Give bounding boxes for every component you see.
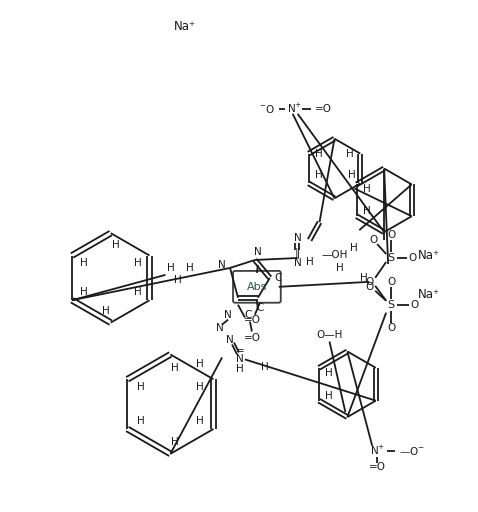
Text: O: O [387, 277, 395, 287]
FancyBboxPatch shape [233, 271, 281, 303]
Text: H: H [196, 416, 204, 426]
Text: —OH: —OH [322, 250, 348, 260]
Text: Na⁺: Na⁺ [418, 288, 440, 301]
Text: C: C [256, 303, 263, 313]
Text: N: N [218, 260, 226, 270]
Text: H: H [315, 170, 323, 180]
Text: O—H: O—H [316, 330, 343, 339]
Text: Abs: Abs [247, 282, 267, 292]
Text: N: N [236, 354, 244, 365]
Text: N: N [294, 233, 302, 243]
Text: H: H [112, 240, 120, 250]
Text: S: S [388, 253, 395, 263]
Text: N: N [224, 310, 232, 319]
Text: O: O [365, 282, 373, 292]
Text: H: H [325, 368, 333, 378]
Text: O: O [411, 300, 419, 310]
Text: H: H [347, 148, 354, 159]
Text: S: S [388, 300, 395, 310]
Text: N: N [216, 323, 224, 333]
Text: H: H [348, 170, 356, 180]
Text: N$^{+}$: N$^{+}$ [369, 444, 385, 457]
Text: H: H [172, 364, 179, 373]
Text: $^{-}$O: $^{-}$O [259, 103, 275, 115]
Text: H: H [137, 382, 145, 392]
Text: H: H [360, 273, 368, 283]
Text: =O: =O [243, 332, 261, 343]
Text: N: N [226, 334, 234, 345]
Text: H: H [196, 382, 204, 392]
Text: O: O [369, 235, 377, 245]
Text: O: O [387, 230, 395, 240]
Text: O: O [365, 277, 373, 287]
Text: H: H [325, 391, 333, 401]
Text: H: H [166, 263, 174, 273]
Text: H: H [80, 259, 88, 268]
Text: H: H [350, 243, 358, 253]
Text: =O: =O [315, 104, 332, 114]
Text: ‖: ‖ [295, 248, 300, 258]
Text: H: H [102, 306, 109, 316]
Text: =O: =O [243, 315, 261, 325]
Text: H: H [306, 257, 314, 267]
Text: H: H [137, 416, 145, 426]
Text: H: H [134, 259, 141, 268]
Text: H: H [174, 275, 182, 285]
Text: H: H [336, 263, 343, 273]
Text: =O: =O [369, 462, 386, 472]
Text: H: H [315, 148, 323, 159]
Text: H: H [80, 287, 88, 297]
Text: =: = [236, 347, 244, 356]
Text: C: C [244, 310, 251, 319]
Text: O: O [409, 253, 417, 263]
Text: H: H [196, 359, 204, 369]
Text: H: H [236, 365, 244, 374]
Text: H: H [172, 437, 179, 447]
Text: C: C [274, 273, 282, 283]
Text: H: H [363, 184, 370, 195]
Text: N: N [254, 247, 262, 257]
Text: N: N [294, 258, 302, 268]
Text: N$^{+}$: N$^{+}$ [287, 102, 302, 115]
Text: H: H [134, 287, 141, 297]
Text: Na⁺: Na⁺ [418, 248, 440, 262]
Text: O: O [387, 323, 395, 333]
Text: —O$^{-}$: —O$^{-}$ [399, 445, 425, 457]
Text: Na⁺: Na⁺ [174, 20, 196, 33]
Text: H: H [261, 362, 269, 372]
Text: H: H [363, 206, 370, 216]
Text: H: H [186, 263, 194, 273]
